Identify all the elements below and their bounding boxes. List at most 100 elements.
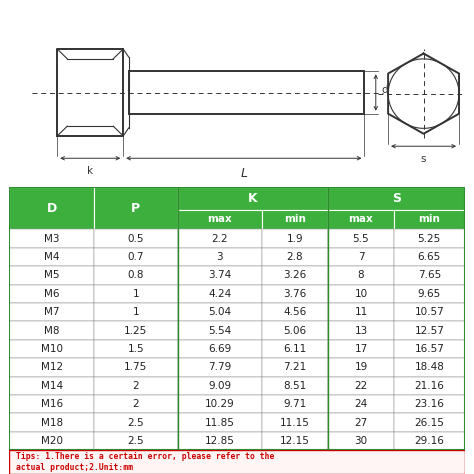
- Bar: [94, 284, 178, 303]
- Text: 11.15: 11.15: [280, 418, 310, 428]
- Bar: [328, 395, 394, 413]
- Bar: [94, 377, 178, 395]
- Bar: [94, 229, 178, 248]
- Bar: [9, 187, 94, 229]
- Bar: [328, 340, 394, 358]
- Text: 0.8: 0.8: [128, 270, 144, 280]
- Text: L: L: [240, 167, 247, 180]
- Text: M12: M12: [40, 363, 63, 373]
- Bar: [262, 303, 328, 321]
- Bar: [328, 187, 465, 210]
- Bar: [9, 395, 94, 413]
- Text: 5.06: 5.06: [283, 326, 307, 336]
- Text: 23.16: 23.16: [414, 399, 444, 409]
- Text: d: d: [382, 85, 388, 95]
- Text: 5.54: 5.54: [208, 326, 232, 336]
- Bar: [262, 340, 328, 358]
- Bar: [394, 303, 465, 321]
- Bar: [394, 321, 465, 340]
- Text: D: D: [46, 202, 57, 215]
- Bar: [94, 395, 178, 413]
- Bar: [9, 377, 94, 395]
- Text: 2.5: 2.5: [128, 418, 144, 428]
- Bar: [9, 358, 94, 377]
- Bar: [394, 248, 465, 266]
- Bar: [94, 413, 178, 432]
- Text: 1.75: 1.75: [124, 363, 147, 373]
- Bar: [178, 358, 262, 377]
- Bar: [262, 413, 328, 432]
- Text: 8: 8: [358, 270, 365, 280]
- Text: 1: 1: [132, 307, 139, 317]
- Bar: [262, 266, 328, 284]
- Text: 1: 1: [132, 289, 139, 299]
- Text: M5: M5: [44, 270, 59, 280]
- Text: 2.2: 2.2: [211, 234, 228, 244]
- Bar: [178, 340, 262, 358]
- Bar: [94, 187, 178, 229]
- Text: 11.85: 11.85: [205, 418, 235, 428]
- Text: 24: 24: [355, 399, 368, 409]
- Text: 7.79: 7.79: [208, 363, 232, 373]
- Text: 0.5: 0.5: [128, 234, 144, 244]
- Bar: [9, 340, 94, 358]
- Text: 7.65: 7.65: [418, 270, 441, 280]
- Bar: [262, 229, 328, 248]
- Text: 2: 2: [132, 399, 139, 409]
- Text: 1.9: 1.9: [287, 234, 303, 244]
- Text: M4: M4: [44, 252, 59, 262]
- Text: 5.5: 5.5: [353, 234, 369, 244]
- Bar: [394, 432, 465, 450]
- Text: 3.74: 3.74: [208, 270, 232, 280]
- Text: 7: 7: [358, 252, 365, 262]
- Bar: [328, 303, 394, 321]
- Text: 12.57: 12.57: [414, 326, 444, 336]
- Bar: [262, 248, 328, 266]
- Text: max: max: [348, 214, 374, 225]
- Text: 9.65: 9.65: [418, 289, 441, 299]
- Text: 1.25: 1.25: [124, 326, 147, 336]
- Text: 2.8: 2.8: [287, 252, 303, 262]
- Bar: [262, 377, 328, 395]
- Bar: [262, 432, 328, 450]
- Bar: [94, 303, 178, 321]
- Bar: [129, 71, 365, 114]
- Bar: [9, 303, 94, 321]
- Bar: [178, 413, 262, 432]
- Bar: [178, 395, 262, 413]
- Text: 22: 22: [355, 381, 368, 391]
- Text: P: P: [131, 202, 140, 215]
- Text: 29.16: 29.16: [414, 436, 444, 446]
- Bar: [328, 321, 394, 340]
- Text: 4.24: 4.24: [208, 289, 232, 299]
- Text: 26.15: 26.15: [414, 418, 444, 428]
- Text: M20: M20: [41, 436, 63, 446]
- Bar: [328, 358, 394, 377]
- Text: 1.5: 1.5: [128, 344, 144, 354]
- Bar: [178, 248, 262, 266]
- Text: min: min: [419, 214, 440, 225]
- Text: 10.57: 10.57: [414, 307, 444, 317]
- Text: 8.51: 8.51: [283, 381, 307, 391]
- Text: max: max: [208, 214, 232, 225]
- Bar: [178, 321, 262, 340]
- Bar: [394, 340, 465, 358]
- Bar: [394, 377, 465, 395]
- Bar: [9, 229, 94, 248]
- Bar: [328, 229, 394, 248]
- Text: 7.21: 7.21: [283, 363, 307, 373]
- Bar: [9, 321, 94, 340]
- Bar: [94, 266, 178, 284]
- Bar: [394, 210, 465, 229]
- Text: 17: 17: [355, 344, 368, 354]
- Bar: [9, 284, 94, 303]
- Bar: [178, 266, 262, 284]
- Text: 3.76: 3.76: [283, 289, 307, 299]
- Text: 30: 30: [355, 436, 367, 446]
- Text: 5.25: 5.25: [418, 234, 441, 244]
- Text: M16: M16: [40, 399, 63, 409]
- Bar: [328, 432, 394, 450]
- Bar: [94, 321, 178, 340]
- Text: M3: M3: [44, 234, 59, 244]
- Text: M18: M18: [40, 418, 63, 428]
